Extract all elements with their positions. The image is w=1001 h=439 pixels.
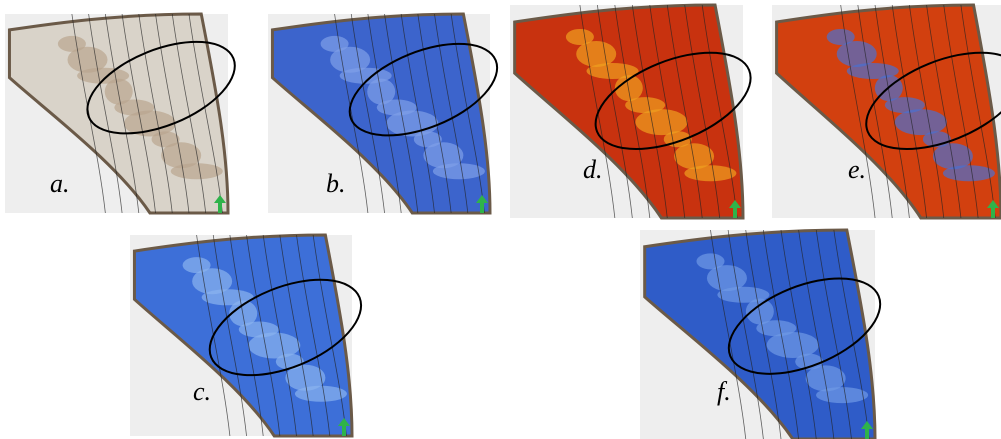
panel-label: f.	[717, 377, 731, 406]
color-patch	[943, 165, 995, 181]
panel-label: b.	[326, 169, 346, 198]
panel-label: e.	[848, 155, 866, 184]
panel	[130, 235, 375, 436]
panel-label: a.	[50, 169, 70, 198]
color-patch	[816, 387, 868, 403]
color-patch	[171, 163, 223, 179]
figure: a. b. d. e. c. f.	[0, 0, 1001, 439]
panel	[510, 5, 764, 218]
panel	[5, 14, 248, 213]
panel-label: c.	[193, 377, 211, 406]
color-patch	[895, 109, 947, 135]
panel	[268, 14, 510, 213]
panel	[640, 230, 894, 439]
color-patch	[635, 109, 687, 135]
panel-label: d.	[583, 155, 603, 184]
color-patch	[684, 165, 736, 181]
panel	[772, 5, 1001, 218]
